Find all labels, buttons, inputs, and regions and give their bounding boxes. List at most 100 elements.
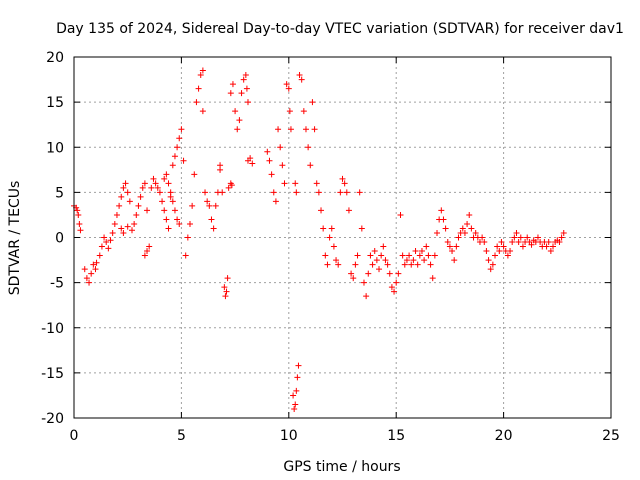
data-point (492, 252, 499, 259)
data-point (293, 189, 300, 196)
data-point (500, 243, 507, 250)
data-point (77, 227, 84, 234)
data-point (459, 225, 466, 232)
data-point (494, 243, 501, 250)
data-point (292, 401, 299, 408)
data-point (350, 275, 357, 282)
data-point (339, 175, 346, 182)
data-point (152, 180, 159, 187)
data-point (163, 216, 170, 223)
data-point (524, 234, 531, 241)
data-point (481, 239, 488, 246)
data-point (352, 261, 359, 268)
data-point (176, 220, 183, 227)
data-point (169, 162, 176, 169)
x-tick-label: 10 (280, 428, 298, 444)
chart-title: Day 135 of 2024, Sidereal Day-to-day VTE… (56, 21, 624, 37)
data-point (509, 239, 516, 246)
data-point (356, 189, 363, 196)
data-point (141, 252, 148, 259)
data-point (197, 72, 204, 79)
data-point (517, 234, 524, 241)
data-point (399, 252, 406, 259)
data-point (244, 99, 251, 106)
data-point (285, 85, 292, 92)
data-point (449, 248, 456, 255)
data-point (277, 144, 284, 151)
data-point (174, 216, 181, 223)
data-point (300, 108, 307, 115)
data-point (378, 252, 385, 259)
data-point (313, 180, 320, 187)
data-point (333, 257, 340, 264)
data-point (238, 90, 245, 97)
data-point (148, 184, 155, 191)
y-tick-label: 10 (46, 140, 64, 156)
data-point (485, 257, 492, 264)
x-tick-label: 5 (177, 428, 186, 444)
data-point (335, 261, 342, 268)
data-point (403, 257, 410, 264)
data-point (418, 248, 425, 255)
data-point (88, 270, 95, 277)
data-point (128, 227, 135, 234)
data-point (264, 148, 271, 155)
data-point (315, 189, 322, 196)
y-tick-label: -10 (41, 321, 64, 337)
data-point (371, 248, 378, 255)
data-point (427, 261, 434, 268)
data-point (219, 189, 226, 196)
data-point (161, 207, 168, 214)
data-point (341, 180, 348, 187)
data-point (287, 126, 294, 133)
data-point (412, 248, 419, 255)
data-point (511, 234, 518, 241)
data-point (496, 248, 503, 255)
data-point (513, 229, 520, 236)
data-point (242, 72, 249, 79)
data-point (186, 220, 193, 227)
data-point (191, 171, 198, 178)
data-point (302, 126, 309, 133)
data-point (556, 239, 563, 246)
data-point (222, 293, 229, 300)
data-point (204, 198, 211, 205)
data-point (337, 189, 344, 196)
data-point (182, 252, 189, 259)
data-point (171, 153, 178, 160)
data-point (124, 189, 131, 196)
data-point (421, 257, 428, 264)
y-tick-label: -15 (41, 366, 64, 382)
data-point (167, 193, 174, 200)
data-point (550, 243, 557, 250)
data-point (103, 239, 110, 246)
data-point (558, 234, 565, 241)
data-point (328, 225, 335, 232)
data-point (150, 175, 157, 182)
data-point (96, 252, 103, 259)
data-point (159, 198, 166, 205)
data-point (126, 198, 133, 205)
data-point (275, 126, 282, 133)
data-point (165, 225, 172, 232)
data-point (74, 207, 81, 214)
data-point (240, 76, 247, 83)
data-point (283, 81, 290, 88)
data-point (416, 252, 423, 259)
data-point (498, 239, 505, 246)
data-point (202, 189, 209, 196)
data-point (227, 90, 234, 97)
data-point (298, 76, 305, 83)
data-point (345, 207, 352, 214)
data-point (105, 245, 112, 252)
data-point (141, 180, 148, 187)
data-point (322, 252, 329, 259)
data-point (232, 108, 239, 115)
data-point (189, 202, 196, 209)
y-tick-label: -5 (50, 276, 64, 292)
data-point (124, 223, 131, 230)
data-point (228, 182, 235, 189)
data-point (395, 270, 402, 277)
data-point (270, 189, 277, 196)
data-point (109, 229, 116, 236)
